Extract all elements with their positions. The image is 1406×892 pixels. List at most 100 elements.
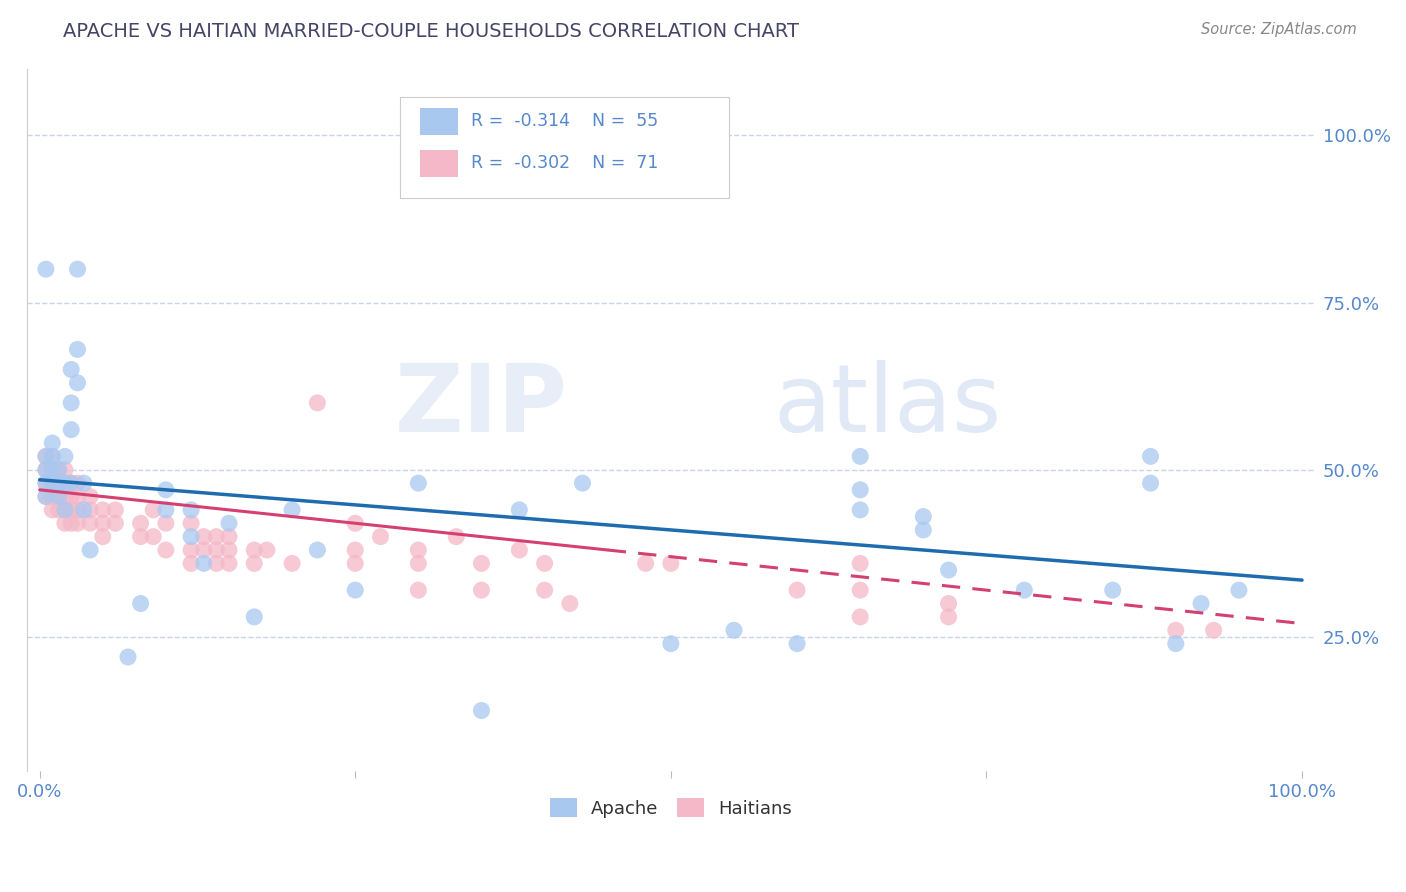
- Point: [60, 476, 83, 491]
- Point: [142, 530, 165, 544]
- Text: R =  -0.302    N =  71: R = -0.302 N = 71: [471, 154, 658, 172]
- Point: [53, 503, 76, 517]
- Point: [634, 557, 657, 571]
- Point: [66, 503, 89, 517]
- Point: [193, 557, 215, 571]
- Point: [243, 543, 266, 558]
- Point: [48, 476, 70, 491]
- Point: [1164, 637, 1187, 651]
- Point: [205, 543, 228, 558]
- Point: [281, 557, 304, 571]
- Point: [41, 476, 63, 491]
- Point: [180, 516, 202, 531]
- Point: [1014, 583, 1036, 598]
- Point: [180, 543, 202, 558]
- Point: [180, 557, 202, 571]
- Point: [48, 503, 70, 517]
- Point: [193, 530, 215, 544]
- Point: [53, 450, 76, 464]
- Point: [1202, 624, 1225, 638]
- Point: [66, 343, 89, 357]
- Point: [35, 476, 58, 491]
- Point: [205, 557, 228, 571]
- Point: [786, 637, 808, 651]
- Point: [41, 450, 63, 464]
- Point: [155, 516, 177, 531]
- Point: [849, 503, 872, 517]
- Point: [912, 509, 935, 524]
- Point: [66, 516, 89, 531]
- Text: R =  -0.314    N =  55: R = -0.314 N = 55: [471, 112, 658, 130]
- Point: [104, 516, 127, 531]
- Point: [41, 436, 63, 450]
- Point: [66, 476, 89, 491]
- Point: [73, 503, 96, 517]
- Point: [35, 450, 58, 464]
- Point: [849, 610, 872, 624]
- Point: [205, 530, 228, 544]
- Point: [60, 423, 83, 437]
- Point: [723, 624, 745, 638]
- Point: [91, 503, 114, 517]
- Point: [849, 450, 872, 464]
- Point: [659, 637, 682, 651]
- Text: atlas: atlas: [773, 359, 1002, 451]
- Point: [60, 476, 83, 491]
- Point: [849, 483, 872, 497]
- Point: [307, 543, 329, 558]
- Point: [35, 476, 58, 491]
- Point: [104, 503, 127, 517]
- Point: [53, 476, 76, 491]
- Point: [444, 530, 467, 544]
- Point: [1227, 583, 1250, 598]
- Point: [73, 476, 96, 491]
- Point: [41, 463, 63, 477]
- Point: [48, 490, 70, 504]
- Text: APACHE VS HAITIAN MARRIED-COUPLE HOUSEHOLDS CORRELATION CHART: APACHE VS HAITIAN MARRIED-COUPLE HOUSEHO…: [63, 22, 799, 41]
- Point: [256, 543, 278, 558]
- Point: [218, 516, 240, 531]
- Point: [35, 490, 58, 504]
- Point: [218, 543, 240, 558]
- Text: ZIP: ZIP: [395, 359, 568, 451]
- Point: [53, 503, 76, 517]
- Point: [79, 516, 101, 531]
- Point: [1189, 597, 1212, 611]
- Point: [180, 530, 202, 544]
- Point: [41, 476, 63, 491]
- Point: [533, 583, 555, 598]
- Point: [849, 583, 872, 598]
- Point: [41, 503, 63, 517]
- Point: [53, 516, 76, 531]
- Point: [129, 530, 152, 544]
- Point: [344, 557, 367, 571]
- Legend: Apache, Haitians: Apache, Haitians: [543, 791, 799, 825]
- Point: [155, 503, 177, 517]
- Point: [470, 704, 492, 718]
- Point: [558, 597, 581, 611]
- Bar: [420, 150, 458, 177]
- Point: [79, 543, 101, 558]
- FancyBboxPatch shape: [401, 96, 728, 198]
- Point: [79, 490, 101, 504]
- Point: [53, 463, 76, 477]
- Point: [344, 543, 367, 558]
- Point: [53, 476, 76, 491]
- Point: [912, 523, 935, 537]
- Point: [91, 516, 114, 531]
- Point: [41, 450, 63, 464]
- Point: [79, 503, 101, 517]
- Point: [66, 262, 89, 277]
- Point: [1101, 583, 1123, 598]
- Point: [786, 583, 808, 598]
- Point: [408, 557, 430, 571]
- Point: [849, 557, 872, 571]
- Point: [408, 543, 430, 558]
- Point: [53, 490, 76, 504]
- Point: [1139, 476, 1161, 491]
- Point: [48, 463, 70, 477]
- Point: [41, 490, 63, 504]
- Point: [60, 362, 83, 376]
- Point: [938, 563, 960, 577]
- Point: [35, 450, 58, 464]
